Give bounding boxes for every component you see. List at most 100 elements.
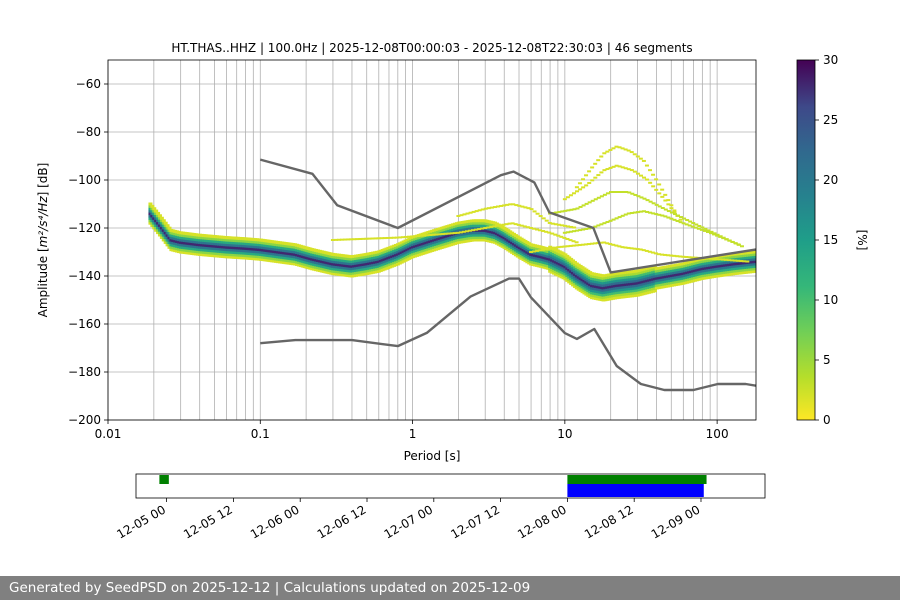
psd-cell xyxy=(163,221,168,225)
psd-cell xyxy=(355,238,360,241)
colorbar-tick-label: 5 xyxy=(823,353,831,367)
psd-cell xyxy=(434,233,439,236)
psd-cell xyxy=(590,199,595,202)
psd-cell xyxy=(648,211,653,214)
psd-cell xyxy=(486,226,491,229)
psd-cell xyxy=(626,246,631,249)
psd-cell xyxy=(578,188,583,191)
psd-cell xyxy=(544,230,549,233)
psd-plot: 0.01 0.1 1 10 100 −60 −80 −100 −120 −140 −160 −180… xyxy=(36,41,757,463)
psd-cell xyxy=(526,207,531,210)
psd-cell xyxy=(541,248,546,251)
psd-cell xyxy=(574,241,579,244)
psd-cell xyxy=(575,229,580,232)
psd-cell xyxy=(495,205,500,208)
psd-cell xyxy=(428,234,433,237)
psd-cell xyxy=(632,247,637,250)
psd-cell xyxy=(553,233,558,236)
psd-cell xyxy=(638,174,643,177)
psd-cell xyxy=(654,203,659,206)
psd-cell xyxy=(152,207,157,211)
psd-cell xyxy=(333,238,338,241)
psd-cell xyxy=(410,235,415,238)
psd-cell xyxy=(462,213,467,216)
psd-cell xyxy=(672,218,677,221)
psd-cell xyxy=(666,203,671,206)
colorbar: 0 5 10 15 20 25 30 [%] xyxy=(796,53,869,427)
psd-cell xyxy=(459,214,464,217)
psd-cell xyxy=(642,176,647,179)
psd-cell xyxy=(556,246,561,249)
psd-cell xyxy=(483,227,488,229)
psd-cell xyxy=(577,244,582,247)
timeline-segments xyxy=(159,475,707,497)
psd-cell xyxy=(632,211,637,214)
psd-cell xyxy=(522,225,527,228)
psd-cell xyxy=(632,170,637,173)
psd-cell xyxy=(574,186,579,189)
psd-cell xyxy=(641,249,646,252)
y-tick-label: −160 xyxy=(68,317,101,331)
psd-cell xyxy=(547,231,552,234)
psd-cell xyxy=(753,252,756,256)
psd-cell xyxy=(587,181,592,184)
psd-cell xyxy=(617,216,622,219)
psd-cell xyxy=(672,213,677,216)
psd-cell xyxy=(578,205,583,208)
psd-cell xyxy=(711,257,716,260)
psd-cell xyxy=(599,195,604,198)
timeline-tick-label: 12-06 12 xyxy=(315,502,369,541)
psd-cell xyxy=(678,218,683,221)
psd-cell xyxy=(455,231,460,234)
psd-cell xyxy=(471,229,476,232)
psd-cell xyxy=(394,236,399,239)
x-axis-ticks: 0.01 0.1 1 10 100 xyxy=(95,420,729,441)
psd-cell xyxy=(565,238,570,241)
psd-cell xyxy=(694,223,699,226)
psd-cell xyxy=(730,259,735,262)
psd-cell xyxy=(370,237,375,240)
psd-cell xyxy=(647,250,652,253)
psd-cell xyxy=(562,198,567,201)
psd-cell xyxy=(705,231,710,234)
psd-cell xyxy=(528,226,533,229)
psd-cell xyxy=(513,223,518,226)
psd-cell xyxy=(382,237,387,240)
psd-cell xyxy=(663,193,668,196)
psd-cell xyxy=(581,228,586,231)
psd-cell xyxy=(617,245,622,248)
psd-cell xyxy=(700,226,705,229)
psd-cell xyxy=(569,257,574,261)
psd-cell xyxy=(376,237,381,240)
colorbar-label: [%] xyxy=(855,230,869,251)
psd-cell xyxy=(712,232,717,235)
psd-cell xyxy=(400,236,405,239)
psd-cell xyxy=(449,232,454,235)
psd-cell xyxy=(391,236,396,239)
psd-cell xyxy=(571,259,576,263)
psd-cell xyxy=(589,242,594,245)
psd-cell xyxy=(492,206,497,209)
psd-cell xyxy=(644,249,649,252)
psd-cell xyxy=(653,252,658,255)
psd-cell xyxy=(641,159,646,162)
psd-cell xyxy=(721,237,726,240)
psd-cell xyxy=(642,210,647,213)
colorbar-ticks: 0 5 10 15 20 25 30 xyxy=(815,53,838,427)
psd-cell xyxy=(651,185,656,188)
psd-cell xyxy=(587,227,592,230)
footer-text: Generated by SeedPSD on 2025-12-12 | Cal… xyxy=(9,580,531,596)
colorbar-tick-label: 20 xyxy=(823,173,838,187)
psd-cell xyxy=(544,219,549,222)
psd-cell xyxy=(730,240,735,243)
psd-cell xyxy=(672,209,677,212)
psd-cell xyxy=(685,219,690,222)
psd-cell xyxy=(529,208,534,211)
psd-cell xyxy=(644,164,649,167)
psd-cell xyxy=(358,237,363,240)
psd-cell xyxy=(605,221,610,224)
psd-cell xyxy=(446,232,451,235)
psd-cell xyxy=(654,178,659,181)
psd-cell xyxy=(635,211,640,214)
psd-cell xyxy=(620,147,625,150)
